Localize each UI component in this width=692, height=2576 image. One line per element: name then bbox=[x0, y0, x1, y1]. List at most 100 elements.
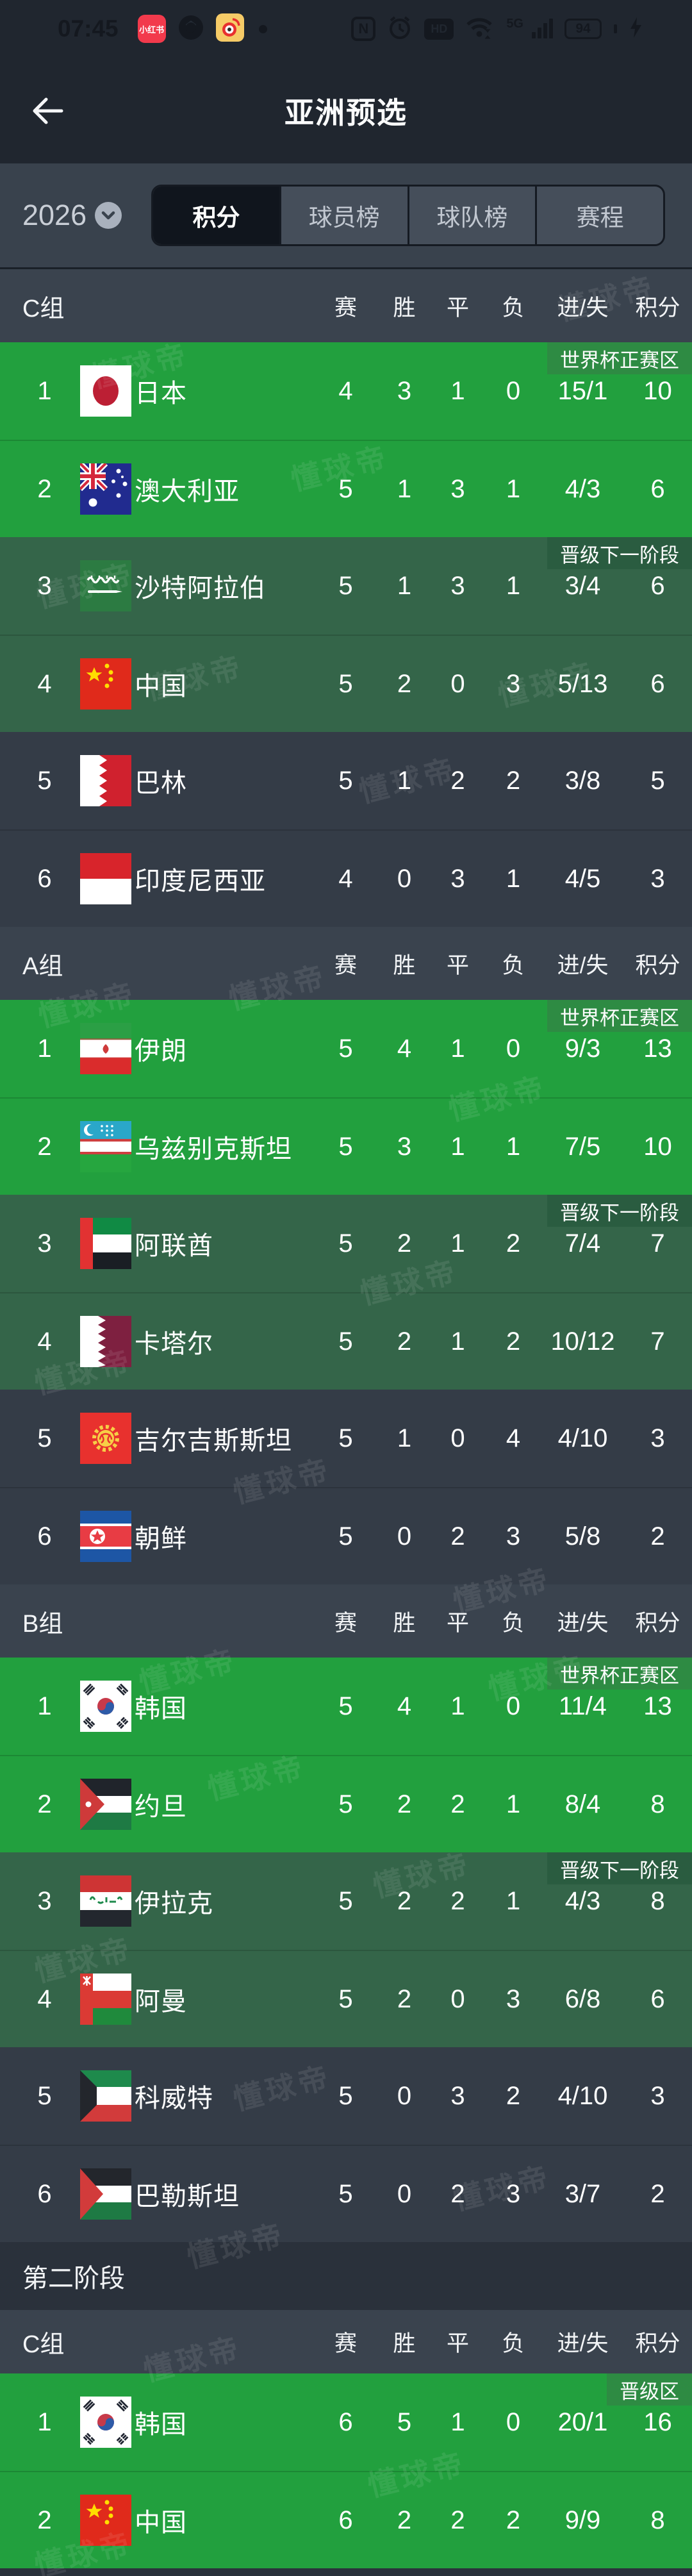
stat-won: 2 bbox=[397, 1886, 412, 1915]
rank: 1 bbox=[37, 2407, 52, 2436]
table-row-jordan[interactable]: 2 约旦 5 2 2 1 8/4 8 bbox=[0, 1755, 692, 1852]
chevron-down-icon bbox=[95, 202, 122, 229]
palestine-flag-icon bbox=[80, 2168, 135, 2220]
rank: 1 bbox=[37, 376, 52, 405]
table-row-iraq[interactable]: 3 伊拉克 5 2 2 1 4/3 8 bbox=[0, 1852, 692, 1950]
team-name: 澳大利亚 bbox=[135, 478, 240, 506]
stat-points: 6 bbox=[650, 474, 665, 503]
table-row-uzbekistan[interactable]: 2 乌兹别克斯坦 5 3 1 1 7/5 10 bbox=[0, 1097, 692, 1195]
table-row-iran[interactable]: 1 伊朗 5 4 1 0 9/3 13 bbox=[0, 1000, 692, 1097]
rank: 3 bbox=[37, 571, 52, 600]
stat-played: 5 bbox=[338, 1034, 353, 1063]
stat-points: 3 bbox=[650, 1424, 665, 1452]
zone-badge: 晋级下一阶段 bbox=[547, 1195, 692, 1227]
table-row-bahrain[interactable]: 5 巴林 5 1 2 2 3/8 5 bbox=[0, 732, 692, 829]
stat-played: 5 bbox=[338, 1424, 353, 1452]
column-header-goals: 进/失 bbox=[557, 2331, 609, 2356]
filter-bar: 2026 积分 球员榜 球队榜 赛程 bbox=[0, 163, 692, 269]
stat-lost: 4 bbox=[506, 1424, 521, 1452]
saudi-arabia-flag-icon bbox=[80, 560, 135, 611]
stat-played: 5 bbox=[338, 669, 353, 698]
stat-won: 3 bbox=[397, 376, 412, 405]
team-name: 巴林 bbox=[135, 769, 187, 797]
china-flag-icon bbox=[80, 658, 135, 710]
stat-goals: 15/1 bbox=[557, 376, 608, 405]
south-korea-flag-icon bbox=[80, 1681, 135, 1732]
stat-lost: 2 bbox=[506, 1229, 521, 1258]
stat-played: 5 bbox=[338, 1229, 353, 1258]
table-row-australia[interactable]: 2 澳大利亚 5 1 3 1 4/3 6 bbox=[0, 440, 692, 537]
table-row-north-korea[interactable]: 6 朝鲜 5 0 2 3 5/8 2 bbox=[0, 1487, 692, 1584]
table-row-china[interactable]: 2 中国 6 2 2 2 9/9 8 bbox=[0, 2471, 692, 2568]
stat-lost: 3 bbox=[506, 1984, 521, 2013]
season-label: 2026 bbox=[22, 199, 87, 231]
table-row-uae[interactable]: 3 阿联酋 5 2 1 2 7/4 7 bbox=[0, 1195, 692, 1292]
team-name: 吉尔吉斯斯坦 bbox=[135, 1427, 292, 1455]
rank: 4 bbox=[37, 1984, 52, 2013]
stat-played: 5 bbox=[338, 1132, 353, 1161]
china-flag-icon bbox=[80, 2495, 135, 2546]
stat-won: 2 bbox=[397, 669, 412, 698]
stat-drawn: 1 bbox=[450, 1034, 465, 1063]
stat-lost: 3 bbox=[506, 2179, 521, 2208]
team-name: 韩国 bbox=[135, 1695, 187, 1723]
stat-points: 8 bbox=[650, 1886, 665, 1915]
column-header-played: 赛 bbox=[334, 2331, 357, 2356]
stat-won: 0 bbox=[397, 2179, 412, 2208]
stat-goals: 4/10 bbox=[557, 1424, 608, 1452]
kuwait-flag-icon bbox=[80, 2070, 135, 2122]
japan-flag-icon bbox=[80, 365, 135, 417]
table-row-kuwait[interactable]: 5 科威特 5 0 3 2 4/10 3 bbox=[0, 2047, 692, 2145]
group-header: B组 赛 胜 平 负 进/失 积分 bbox=[0, 1584, 692, 1658]
stat-points: 5 bbox=[650, 766, 665, 795]
group-name: C组 bbox=[22, 2331, 65, 2358]
xiaohongshu-app-icon: 小红书 bbox=[137, 15, 166, 43]
stat-lost: 1 bbox=[506, 1886, 521, 1915]
stat-goals: 3/8 bbox=[564, 766, 601, 795]
table-row-japan[interactable]: 1 日本 4 3 1 0 15/1 10 bbox=[0, 342, 692, 440]
stat-lost: 0 bbox=[506, 376, 521, 405]
notification-app-icons: 小红书 bbox=[137, 13, 267, 45]
table-row-china[interactable]: 4 中国 5 2 0 3 5/13 6 bbox=[0, 635, 692, 732]
table-row-indonesia[interactable]: 6 印度尼西亚 4 0 3 1 4/5 3 bbox=[0, 829, 692, 927]
stat-points: 13 bbox=[643, 1034, 672, 1063]
table-row-south-korea[interactable]: 1 韩国 5 4 1 0 11/4 13 bbox=[0, 1658, 692, 1755]
tab-team-rankings[interactable]: 球队榜 bbox=[409, 187, 538, 244]
back-button[interactable] bbox=[28, 94, 67, 128]
bahrain-flag-icon bbox=[80, 755, 135, 806]
tab-standings[interactable]: 积分 bbox=[153, 187, 281, 244]
stat-drawn: 0 bbox=[450, 1984, 465, 2013]
table-row-saudi-arabia[interactable]: 3 沙特阿拉伯 5 1 3 1 3/4 6 bbox=[0, 537, 692, 635]
season-selector[interactable]: 2026 bbox=[22, 199, 122, 232]
column-header-drawn: 平 bbox=[446, 1610, 469, 1636]
table-row-kyrgyzstan[interactable]: 5 吉尔吉斯斯坦 5 1 0 4 4/10 3 bbox=[0, 1390, 692, 1487]
indonesia-flag-icon bbox=[80, 853, 135, 904]
tab-schedule[interactable]: 赛程 bbox=[576, 204, 624, 231]
table-row-oman[interactable]: 4 阿曼 5 2 0 3 6/8 6 bbox=[0, 1950, 692, 2047]
team-name: 科威特 bbox=[135, 2084, 213, 2113]
qatar-flag-icon bbox=[80, 1316, 135, 1367]
tab-player-rankings[interactable]: 球员榜 bbox=[281, 187, 409, 244]
nfc-icon: N bbox=[351, 17, 376, 41]
team-name: 巴勒斯坦 bbox=[135, 2182, 240, 2211]
stat-played: 5 bbox=[338, 571, 353, 600]
stat-won: 2 bbox=[397, 1790, 412, 1818]
stat-points: 10 bbox=[643, 1132, 672, 1161]
iran-flag-icon bbox=[80, 1023, 135, 1074]
stat-played: 4 bbox=[338, 864, 353, 893]
stat-points: 3 bbox=[650, 864, 665, 893]
zone-badge: 世界杯正赛区 bbox=[547, 1658, 692, 1690]
table-row-south-korea[interactable]: 1 韩国 6 5 1 0 20/1 16 bbox=[0, 2373, 692, 2471]
hd-icon: HD bbox=[424, 18, 454, 40]
stat-drawn: 0 bbox=[450, 669, 465, 698]
column-header-goals: 进/失 bbox=[557, 952, 609, 978]
zone-advance: 晋级下一阶段 3 阿联酋 5 2 1 2 7/4 7 4 卡塔尔 5 2 1 2 10/12 7 bbox=[0, 1195, 692, 1390]
stat-lost: 2 bbox=[506, 2505, 521, 2534]
clock: 07:45 bbox=[58, 15, 119, 42]
stat-won: 0 bbox=[397, 864, 412, 893]
table-row-qatar[interactable]: 4 卡塔尔 5 2 1 2 10/12 7 bbox=[0, 1292, 692, 1390]
system-status-icons: N HD 5G 94 bbox=[351, 14, 643, 44]
stat-won: 1 bbox=[397, 474, 412, 503]
stat-drawn: 1 bbox=[450, 1132, 465, 1161]
table-row-palestine[interactable]: 6 巴勒斯坦 5 0 2 3 3/7 2 bbox=[0, 2145, 692, 2242]
